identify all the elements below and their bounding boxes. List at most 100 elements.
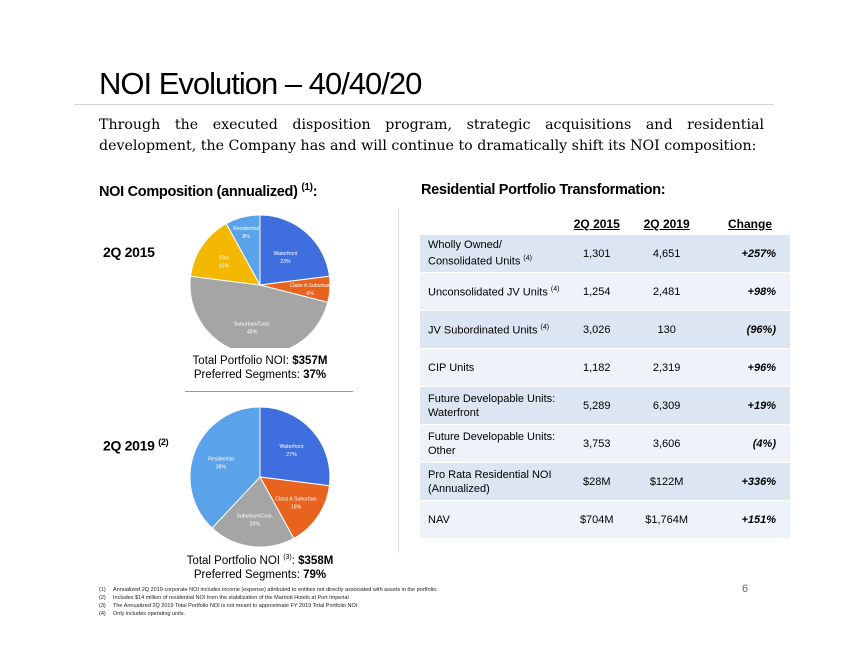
value-2q2015: $704M xyxy=(561,500,632,539)
pie-slice-label: Flex xyxy=(219,256,229,262)
pie-slice-label: Class A Suburban xyxy=(290,283,331,289)
pie-slice-label: Suburban/Corp. xyxy=(234,321,271,327)
pie-divider xyxy=(185,391,353,392)
row-label: JV Subordinated Units (4) xyxy=(420,310,562,349)
title-rule xyxy=(74,104,774,105)
row-label-text: Pro Rata Residential NOI (Annualized) xyxy=(428,468,552,495)
table-row: CIP Units 1,182 2,319 +96% xyxy=(420,348,790,387)
pie1-preferred: Preferred Segments: 37% xyxy=(165,368,355,382)
row-label: NAV xyxy=(420,500,562,539)
residential-heading: Residential Portfolio Transformation: xyxy=(421,182,666,198)
footnote-number: (3) xyxy=(99,603,106,609)
value-change: +151% xyxy=(701,500,790,539)
pie2-total-noi-note: (3) xyxy=(283,554,292,561)
pie-slice-residential xyxy=(225,214,261,286)
noi-composition-heading-text: NOI Composition (annualized) xyxy=(99,183,298,200)
footnote: (4) Only includes operating units. xyxy=(99,610,438,618)
value-change: (4%) xyxy=(701,424,790,463)
value-2q2015: 5,289 xyxy=(561,386,632,425)
value-change: (96%) xyxy=(701,310,790,349)
pie1-total-noi-label: Total Portfolio NOI: xyxy=(192,355,293,367)
pie1-preferred-label: Preferred Segments: xyxy=(193,369,304,381)
value-2q2015: 1,301 xyxy=(561,235,632,273)
row-label-text: Future Developable Units: Waterfront xyxy=(428,392,556,419)
row-label-note: (4) xyxy=(540,324,550,332)
row-label: Unconsolidated JV Units (4) xyxy=(420,272,562,311)
table-row: Pro Rata Residential NOI (Annualized) $28… xyxy=(420,462,790,501)
row-label-text: Future Developable Units: Other xyxy=(428,430,556,457)
pie-slice-value: 38% xyxy=(216,465,227,471)
value-change: +336% xyxy=(701,462,790,501)
row-label-note: (4) xyxy=(523,255,532,263)
intro-text: Through the executed disposition program… xyxy=(99,117,764,154)
row-label-text: Wholly Owned/ Consolidated Units xyxy=(428,239,521,268)
header-spacer xyxy=(420,212,562,235)
value-2q2015: $28M xyxy=(561,462,632,501)
pie-slice-waterfront xyxy=(259,214,331,286)
pie1-caption: Total Portfolio NOI: $357M Preferred Seg… xyxy=(165,354,355,382)
header-2q2019: 2Q 2019 xyxy=(643,216,690,231)
period-2q2015: 2Q 2015 xyxy=(103,244,155,260)
residential-table: 2Q 2015 2Q 2019 Change Wholly Owned/ Con… xyxy=(420,212,790,539)
pie-slice-value: 15% xyxy=(291,504,302,510)
value-change: +19% xyxy=(701,386,790,425)
table-row: NAV $704M $1,764M +151% xyxy=(420,500,790,539)
footnote-text: The Annualized 2Q 2019 Total Portfolio N… xyxy=(113,603,359,609)
table-row: Wholly Owned/ Consolidated Units (4) 1,30… xyxy=(420,235,790,273)
pie2-preferred: Preferred Segments: 79% xyxy=(160,568,360,582)
pie-slice-label: Suburban/Corp. xyxy=(236,514,273,520)
footnote: (2) Includes $14 million of residential N… xyxy=(99,594,438,602)
pie2-total-noi-colon: : xyxy=(291,554,299,567)
value-2q2019: $1,764M xyxy=(631,500,702,539)
pie-slice-label: Residential xyxy=(233,226,259,232)
pie-slice-label: Waterfront xyxy=(279,444,304,450)
footnote-text: Annualized 2Q 2019 corporate NOI include… xyxy=(113,587,438,593)
period-2q2019: 2Q 2019 (2) xyxy=(103,437,169,454)
footnote-number: (4) xyxy=(99,611,106,617)
table-header-row: 2Q 2015 2Q 2019 Change xyxy=(420,212,790,235)
value-2q2019: 2,481 xyxy=(631,272,702,311)
pie2-preferred-label: Preferred Segments: xyxy=(193,568,304,581)
table-row: Unconsolidated JV Units (4) 1,254 2,481 +98… xyxy=(420,272,790,311)
value-2q2019: 2,319 xyxy=(631,348,702,387)
pie-slice-value: 48% xyxy=(247,329,258,335)
pie-slice-residential xyxy=(189,406,261,529)
header-2q2015: 2Q 2015 xyxy=(573,216,620,231)
pie2-caption: Total Portfolio NOI (3): $358M Preferred… xyxy=(160,551,360,582)
pie2-total-noi-label: Total Portfolio NOI xyxy=(186,554,284,567)
period-2q2019-note: (2) xyxy=(158,437,169,447)
header-change: Change xyxy=(727,216,772,231)
footnote: (3) The Annualized 2Q 2019 Total Portfoli… xyxy=(99,602,438,610)
value-change: +96% xyxy=(701,348,790,387)
value-2q2015: 3,753 xyxy=(561,424,632,463)
pie-slice-value: 6% xyxy=(307,291,315,297)
pie-slice-label: Residential xyxy=(208,457,234,463)
value-2q2019: 6,309 xyxy=(631,386,702,425)
pie-slice-class-a-suburban xyxy=(259,476,331,540)
pie-chart-2q2019: Waterfront 27% Class A Suburban 15% Suburban… xyxy=(189,406,331,548)
row-label-text: CIP Units xyxy=(428,361,475,374)
footnotes: (1) Annualized 2Q 2019 corporate NOI incl… xyxy=(99,586,438,618)
row-label: Future Developable Units: Other xyxy=(420,424,562,463)
value-2q2015: 1,254 xyxy=(561,272,632,311)
footnote-text: Includes $14 million of residential NOI … xyxy=(113,595,349,601)
pie-chart-2q2015: Waterfront 23% Class A Suburban 6% Suburban/… xyxy=(189,214,331,348)
table-row: Future Developable Units: Waterfront 5,28… xyxy=(420,386,790,425)
pie-slice-value: 15% xyxy=(219,264,230,270)
column-divider xyxy=(398,208,399,553)
value-2q2019: $122M xyxy=(631,462,702,501)
row-label: CIP Units xyxy=(420,348,562,387)
noi-composition-heading: NOI Composition (annualized) (1): xyxy=(99,182,317,200)
pie-slice-flex xyxy=(189,222,261,286)
pie-slice-value: 23% xyxy=(280,259,291,265)
value-2q2019: 3,606 xyxy=(631,424,702,463)
footnote-number: (1) xyxy=(99,587,106,593)
pie2-total-noi-value: $358M xyxy=(298,554,334,567)
pie-slice-value: 8% xyxy=(242,234,250,240)
value-change: +98% xyxy=(701,272,790,311)
row-label: Future Developable Units: Waterfront xyxy=(420,386,562,425)
value-2q2015: 3,026 xyxy=(561,310,632,349)
page-title: NOI Evolution – 40/40/20 xyxy=(99,66,422,101)
page-number: 6 xyxy=(742,583,749,595)
footnote-number: (2) xyxy=(99,595,106,601)
